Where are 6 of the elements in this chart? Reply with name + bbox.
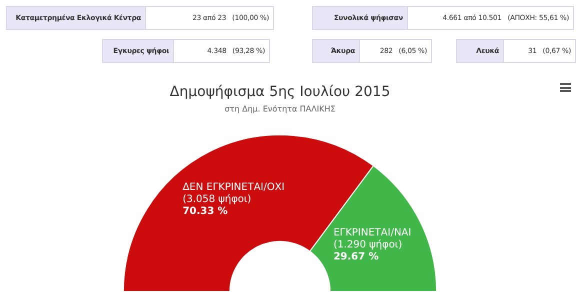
slice-label: ΕΓΚΡΙΝΕΤΑΙ/ΝΑΙ — [333, 228, 412, 239]
slice-label: ΔΕΝ ΕΓΚΡΙΝΕΤΑΙ/ΟΧΙ — [182, 182, 285, 193]
data-label: (1.290 ψήφοι) 29.67 % — [333, 240, 402, 263]
chart-subtitle: στη Δημ. Ενότητα ΠΑΛΙΚΗΣ — [224, 104, 336, 114]
data-label: (3.058 ψήφοι) 70.33 % — [182, 194, 252, 217]
chart-title: Δημοψήφισμα 5ης Ιουλίου 2015 — [170, 84, 390, 100]
